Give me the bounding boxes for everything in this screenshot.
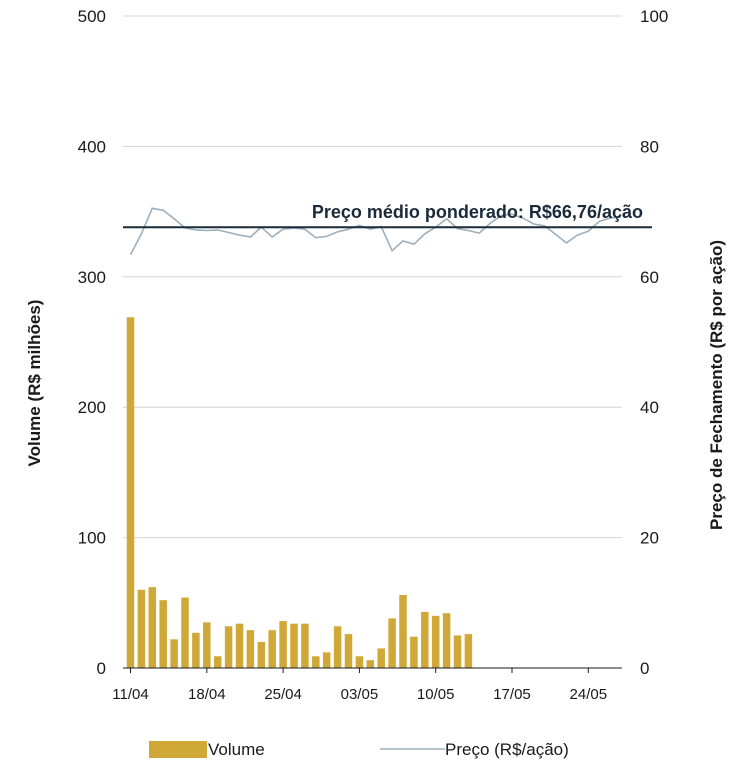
left-y-tick-label: 400	[78, 137, 106, 156]
volume-bar	[268, 630, 276, 668]
right-y-tick-label: 0	[640, 659, 649, 678]
volume-bar	[290, 623, 298, 668]
x-ticks: 11/04 18/04 25/04 03/05 10/05 17/05 24/05	[112, 668, 607, 703]
legend-volume-label: Volume	[208, 740, 265, 759]
volume-bar	[333, 626, 342, 668]
volume-bar	[355, 656, 364, 668]
y-axis-right-title: Preço de Fechamento (R$ por ação)	[707, 240, 726, 530]
left-y-tick-label: 0	[97, 659, 106, 678]
x-tick-label: 24/05	[570, 686, 608, 703]
volume-bar	[344, 634, 353, 668]
volume-bars	[126, 317, 473, 668]
right-y-tick-label: 80	[640, 137, 659, 156]
volume-bar	[431, 615, 440, 668]
volume-bar	[279, 621, 287, 668]
volume-bar	[213, 656, 222, 668]
left-y-tick-label: 500	[78, 7, 106, 26]
y-axis-left-title: Volume (R$ milhões)	[25, 300, 44, 467]
x-tick-label: 17/05	[493, 686, 531, 703]
right-y-tick-label: 60	[640, 268, 659, 287]
grid-lines	[123, 15, 622, 539]
volume-bar	[224, 626, 233, 668]
volume-bar	[322, 652, 331, 668]
x-tick-label: 11/04	[112, 686, 148, 703]
volume-bar	[246, 630, 255, 668]
right-y-tick-label: 40	[640, 398, 659, 417]
x-tick-label: 03/05	[341, 686, 379, 703]
volume-bar	[203, 622, 211, 668]
left-y-tick-label: 300	[78, 268, 106, 287]
volume-bar	[126, 317, 135, 668]
volume-bar	[410, 636, 418, 668]
volume-bar	[388, 618, 396, 668]
x-tick-label: 10/05	[417, 686, 455, 703]
volume-bar	[464, 634, 473, 668]
volume-bar	[377, 648, 385, 668]
right-y-tick-label: 100	[640, 7, 668, 26]
x-tick-label: 18/04	[188, 686, 226, 703]
left-y-ticks: 0 100 200 300 400 500	[78, 7, 106, 678]
volume-bar	[301, 623, 309, 668]
reference-line-group: Preço médio ponderado: R$66,76/ação	[123, 202, 652, 229]
volume-bar	[421, 611, 429, 668]
volume-bar	[137, 589, 146, 668]
x-tick-label: 25/04	[264, 686, 302, 703]
legend-volume-swatch	[149, 741, 207, 758]
volume-bar	[192, 632, 200, 668]
weighted-average-label: Preço médio ponderado: R$66,76/ação	[312, 202, 643, 222]
volume-bar	[453, 635, 462, 668]
legend: Volume Preço (R$/ação)	[149, 740, 569, 759]
volume-bar	[257, 641, 266, 668]
volume-bar	[442, 613, 451, 668]
right-y-tick-label: 20	[640, 529, 659, 548]
volume-bar	[170, 639, 178, 668]
legend-price-label: Preço (R$/ação)	[445, 740, 569, 759]
volume-bar	[235, 623, 244, 668]
volume-bar	[181, 597, 189, 668]
volume-bar	[312, 656, 320, 668]
volume-bar	[399, 594, 407, 668]
volume-bar	[148, 587, 157, 668]
volume-bar	[159, 600, 167, 668]
right-y-ticks: 0 20 40 60 80 100	[640, 7, 668, 678]
volume-bar	[366, 660, 375, 668]
left-y-tick-label: 200	[78, 398, 106, 417]
left-y-tick-label: 100	[78, 529, 106, 548]
